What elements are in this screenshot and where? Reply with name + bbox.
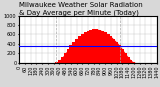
Bar [95,29,98,63]
Bar [64,53,67,63]
Bar [87,31,89,63]
Bar [104,32,107,63]
Bar [132,62,135,63]
Bar [118,45,121,63]
Bar [101,31,104,63]
Bar [69,45,72,63]
Bar [58,60,61,63]
Bar [109,36,112,63]
Bar [124,53,127,63]
Bar [121,49,124,63]
Bar [55,62,58,63]
Bar [81,34,84,63]
Bar [84,32,87,63]
Bar [127,57,130,63]
Bar [115,42,118,63]
Bar [67,49,69,63]
Bar [130,60,132,63]
Text: Milwaukee Weather Solar Radiation
& Day Average per Minute (Today): Milwaukee Weather Solar Radiation & Day … [19,2,143,16]
Bar [92,29,95,63]
Bar [72,42,75,63]
Bar [98,30,101,63]
Bar [61,57,64,63]
Bar [112,39,115,63]
Bar [107,34,109,63]
Bar [78,36,81,63]
Bar [75,39,78,63]
Bar [89,30,92,63]
